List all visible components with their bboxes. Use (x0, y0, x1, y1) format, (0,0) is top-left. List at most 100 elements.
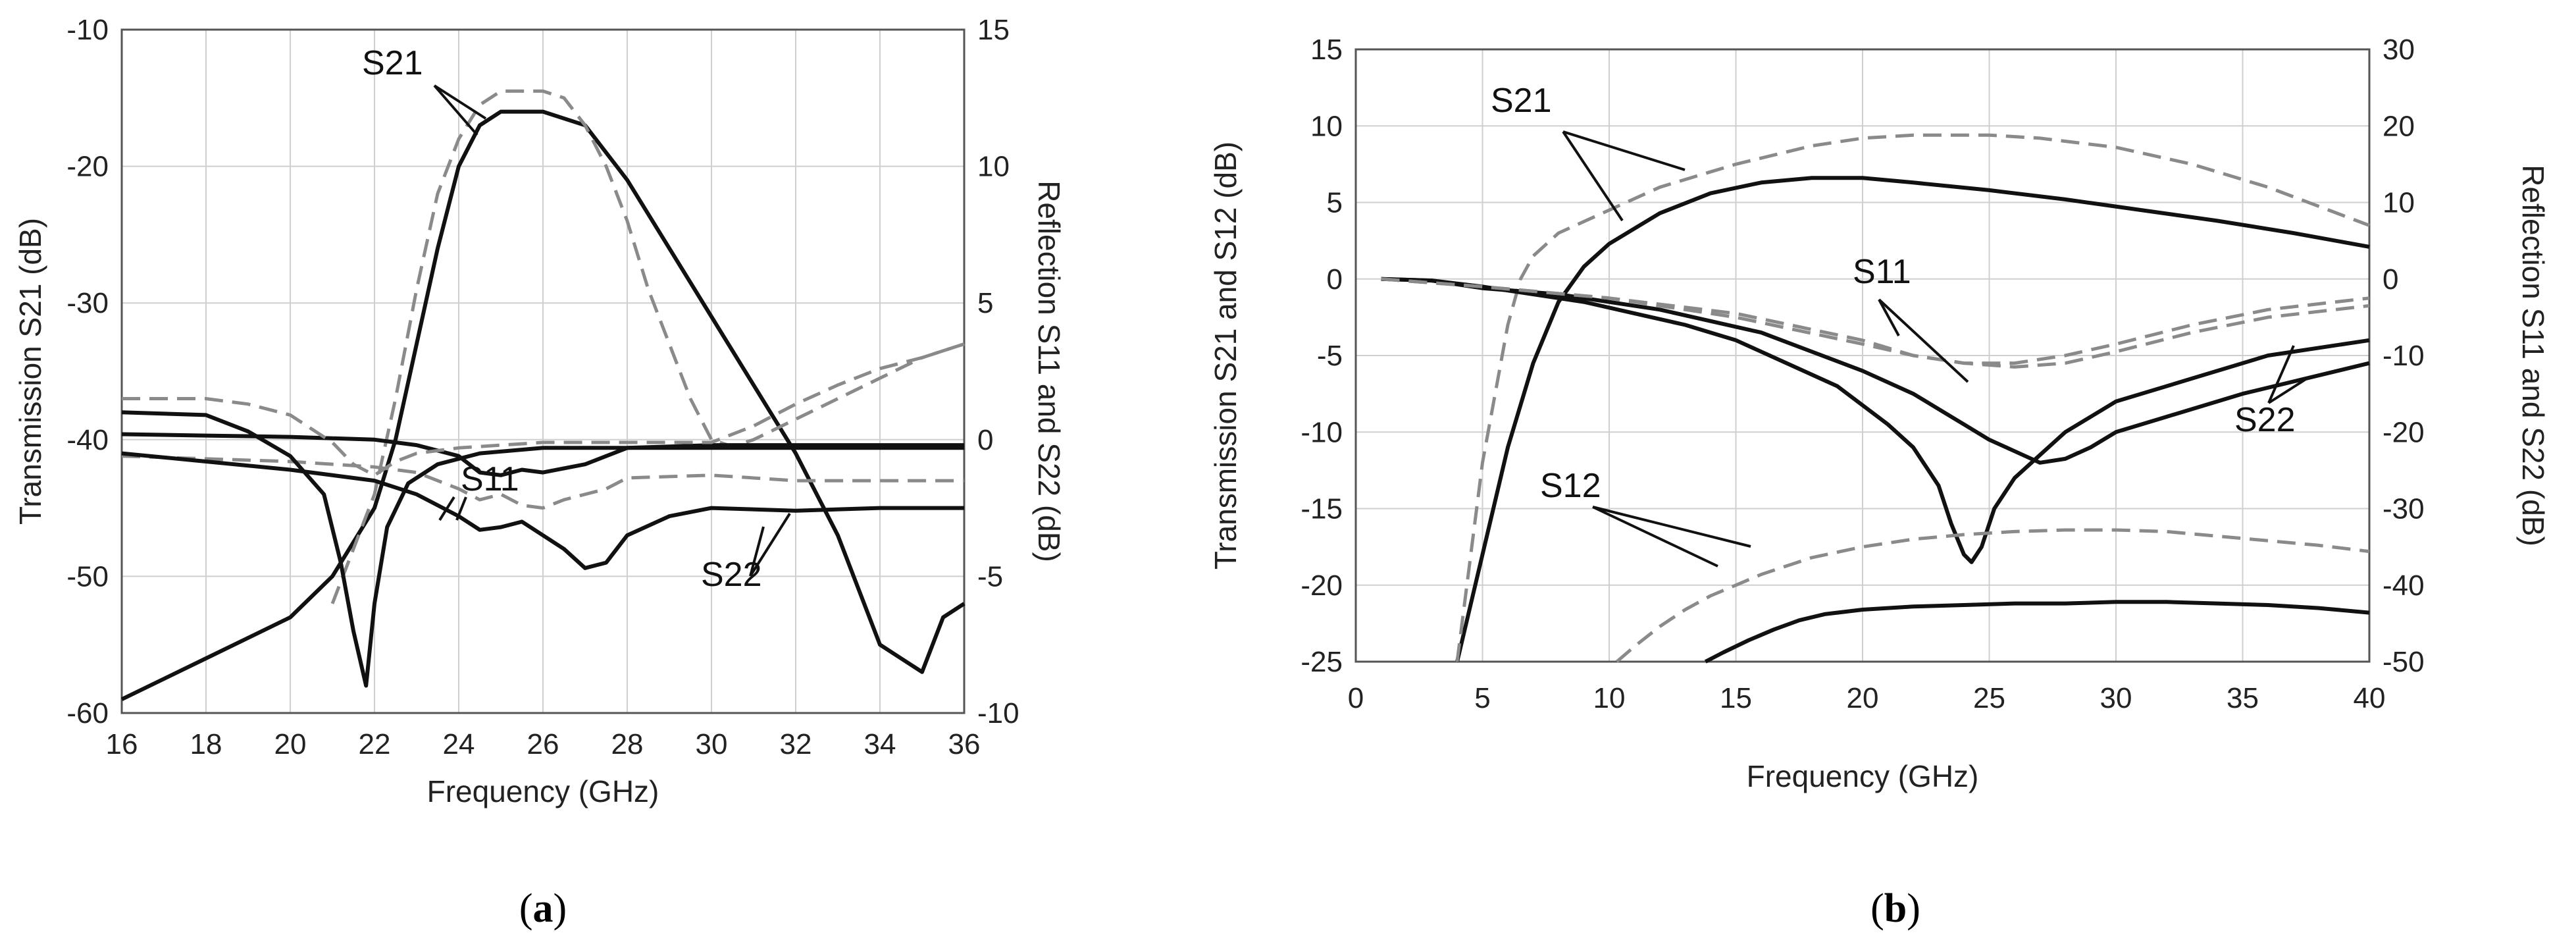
panel-b-tick-labels: 0 5 10 15 20 25 30 35 40-25-20-15-10-5051015-50-… (1301, 34, 2424, 714)
panel-a-caption-open: ( (519, 886, 533, 931)
panel-b-label-leader-line (1878, 299, 1900, 336)
panel-a-s21-label: S21 (362, 44, 423, 82)
panel-a-x-tick-label: 28 (611, 728, 644, 760)
panel-a-label-leader-line (455, 496, 467, 521)
panel-b-plot-frame (1354, 48, 2371, 663)
panel-b-x-tick-label: 0 (1348, 682, 1364, 714)
panel-b-right-y-tick-label: -10 (2383, 340, 2425, 372)
panel-b-series-s22-simulated (1381, 277, 2370, 365)
panel-b-left-y-tick-label: 10 (1310, 110, 1343, 142)
panel-a-left-y-tick-label: -60 (66, 697, 109, 729)
panel-b-left-y-tick-label: 0 (1327, 263, 1343, 296)
panel-b-x-tick-label: 30 (2100, 682, 2132, 714)
panel-b-left-y-tick-label: -15 (1301, 493, 1343, 525)
panel-b-x-axis-title: Frequency (GHz) (1747, 759, 1979, 793)
panel-a-label-leaders (433, 84, 791, 577)
panel-b-series-s22-measured (1381, 277, 2370, 465)
panel-b-s21-label: S21 (1491, 82, 1552, 120)
panel-a-right-y-tick-label: 5 (977, 287, 993, 319)
panel-a-x-axis-title: Frequency (GHz) (427, 774, 659, 808)
panel-b-right-y-tick-label: -20 (2383, 416, 2425, 448)
panel-a-tick-labels: 16 18 20 22 24 26 28 30 32 34 36-60-50-40-30-20-10… (66, 14, 1019, 760)
panel-b-label-leader-line (2267, 345, 2295, 404)
panel-a-x-tick-label: 18 (190, 728, 222, 760)
panel-b-right-y-tick-label: 20 (2383, 110, 2415, 142)
panel-a-right-y-tick-label: -5 (977, 560, 1003, 593)
panel-b-s22-label: S22 (2234, 401, 2296, 439)
panel-a-plot-frame (120, 28, 966, 714)
panel-b-caption: (b) (1870, 886, 1920, 931)
panel-b-label-leader-line (1562, 130, 1686, 171)
panel-a-series-s21-simulated (330, 89, 965, 604)
panel-a-left-y-tick-label: -40 (66, 424, 109, 456)
panel-b-right-y-axis-title: Reflection S11 and S22 (dB) (2516, 165, 2550, 546)
panel-b-caption-open: ( (1870, 886, 1884, 931)
panel-b-x-tick-label: 25 (1973, 682, 2005, 714)
panel-a-left-y-tick-label: -30 (66, 287, 109, 319)
panel-b-s12-label: S12 (1540, 467, 1601, 505)
panel-a-x-tick-label: 16 (106, 728, 138, 760)
panel-b-series-s21-measured (1455, 176, 2370, 662)
panel-a-right-y-tick-label: 15 (977, 14, 1010, 46)
panel-a-left-y-tick-label: -50 (66, 560, 109, 593)
panel-a-right-y-axis-title: Reflection S11 and S22 (dB) (1032, 180, 1066, 562)
panel-a-left-y-axis-title: Transmission S21 (dB) (13, 218, 47, 525)
panel-a-caption-close: ) (554, 886, 567, 931)
panel-b-x-tick-label: 20 (1847, 682, 1879, 714)
panel-a-series-s11-simulated (121, 454, 964, 510)
panel-a-x-tick-label: 34 (864, 728, 896, 760)
panel-b-label-leader-line (1592, 506, 1751, 548)
panel-a-x-tick-label: 32 (780, 728, 812, 760)
panel-a-left-y-tick-label: -10 (66, 14, 109, 46)
panel-b-x-tick-label: 35 (2227, 682, 2259, 714)
panel-b-label-leader-line (1592, 506, 1718, 568)
panel-b-gridlines (1355, 49, 2370, 662)
panel-b-series-s12-simulated (1615, 528, 2370, 663)
panel-a-series-s21-measured (120, 109, 966, 701)
panel-a-chart: 16 18 20 22 24 26 28 30 32 34 36-60-50-40-30-20-10… (13, 14, 1066, 931)
panel-a-label-leader-line (433, 84, 487, 120)
panel-b-caption-letter: b (1884, 886, 1907, 931)
panel-b-left-y-tick-label: -10 (1301, 416, 1343, 448)
panel-a-caption-letter: a (533, 886, 554, 931)
panel-a-series (120, 89, 966, 701)
panel-a-x-tick-label: 20 (274, 728, 307, 760)
panel-a-series-s22-measured (121, 451, 964, 570)
panel-b-label-leaders (1562, 130, 2308, 568)
panel-a-label-leader-line (438, 496, 455, 521)
panel-a-s11-label: S11 (461, 460, 519, 498)
panel-b-right-y-tick-label: 0 (2383, 263, 2398, 296)
panel-b-right-y-tick-label: -40 (2383, 569, 2425, 602)
panel-b-right-y-tick-label: 10 (2383, 187, 2415, 219)
panel-b-left-y-tick-label: -25 (1301, 646, 1343, 678)
panel-b-series-s11-measured (1381, 277, 2370, 564)
panel-a-x-tick-label: 24 (443, 728, 475, 760)
panel-b-label-leader-line (2267, 377, 2308, 404)
panel-b-left-y-axis-title: Transmission S21 and S12 (dB) (1208, 142, 1243, 569)
panel-a-x-tick-label: 26 (527, 728, 559, 760)
panel-b-series-s12-measured (1704, 600, 2370, 664)
panel-b-left-y-tick-label: 5 (1327, 187, 1343, 219)
panel-b-series (1381, 133, 2370, 664)
panel-a-right-y-tick-label: 10 (977, 151, 1010, 183)
panel-b-label-leader-line (1562, 130, 1624, 222)
panel-a-series-s22-simulated (122, 342, 965, 477)
panel-b-x-tick-label: 10 (1593, 682, 1626, 714)
panel-b-caption-close: ) (1907, 886, 1920, 931)
panel-a-x-tick-label: 36 (948, 728, 981, 760)
panel-a-left-y-tick-label: -20 (66, 151, 109, 183)
panel-a-s22-label: S22 (701, 556, 762, 594)
panel-b-right-y-tick-label: -30 (2383, 493, 2425, 525)
panel-b-right-y-tick-label: 30 (2383, 34, 2415, 66)
panel-b-x-tick-label: 5 (1474, 682, 1490, 714)
panel-b-left-y-tick-label: -5 (1317, 340, 1343, 372)
panel-b-left-y-tick-label: -20 (1301, 569, 1343, 602)
panel-b-x-tick-label: 40 (2354, 682, 2386, 714)
panel-b-right-y-tick-label: -50 (2383, 646, 2425, 678)
panel-a-x-tick-label: 22 (359, 728, 391, 760)
panel-a-label-leader-line (433, 84, 478, 136)
panel-a-series-s11-measured-upper (121, 432, 964, 477)
panel-b-s11-label: S11 (1853, 253, 1911, 291)
panel-a-right-y-tick-label: -10 (977, 697, 1019, 729)
